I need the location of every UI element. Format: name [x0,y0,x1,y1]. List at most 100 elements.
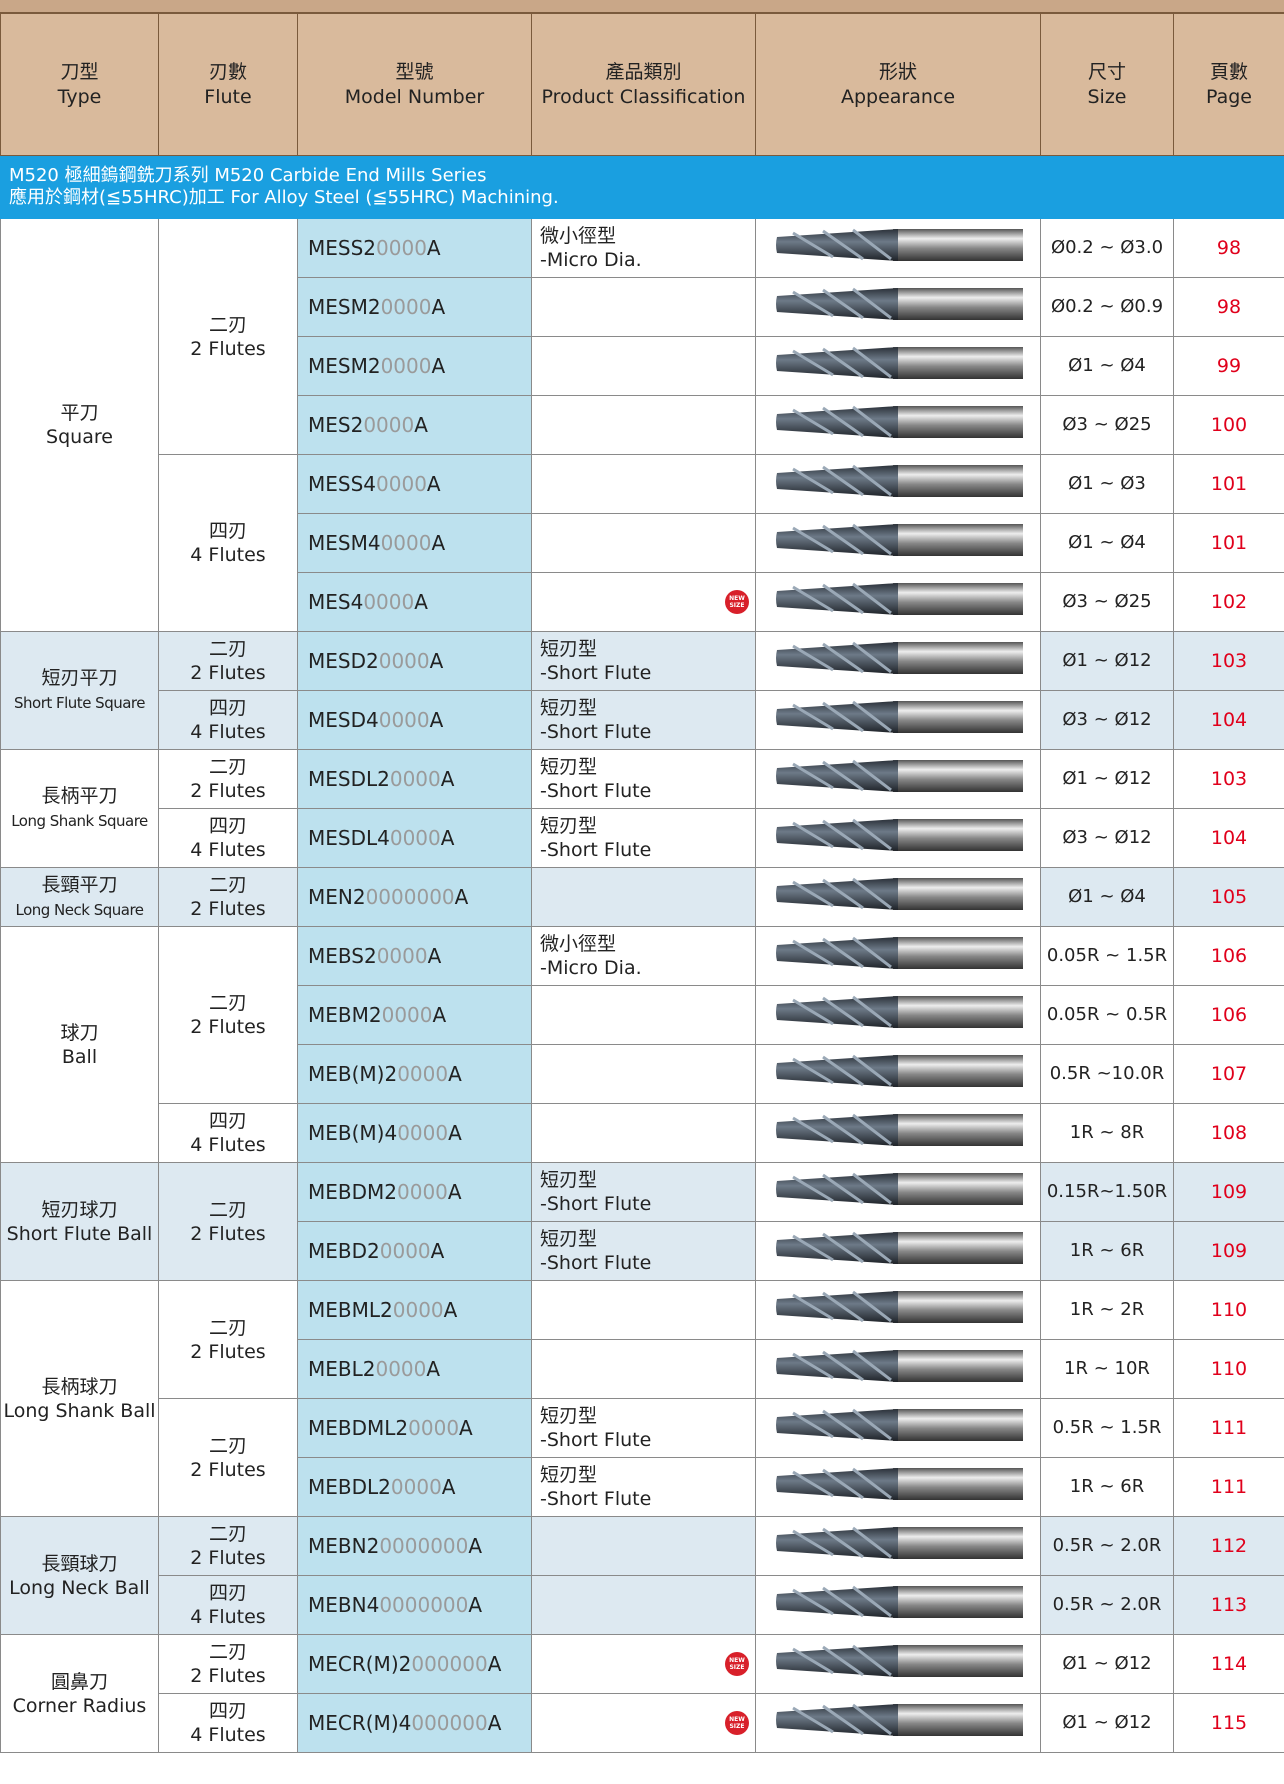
model-prefix: MECR(M)4 [308,1711,412,1735]
type-en: Short Flute Square [13,694,146,712]
band-line: M520 極細鎢鋼銑刀系列 M520 Carbide End Mills Ser… [9,165,487,186]
flute-en: 2 Flutes [190,780,266,802]
model-suffix: A [487,1711,502,1735]
type-cell: 長柄球刀 Long Shank Ball [0,1280,159,1517]
tool-image [776,1703,1023,1736]
header-zh: 尺寸 [1087,60,1126,83]
flute-zh: 二刃 [208,638,247,660]
product-row: MES20000A Ø3 ~ Ø25 100 [1,395,1284,455]
product-row: 球刀 Ball 二刃 2 Flutes MEBS20000A 微小徑型 -Micro Dia… [0,926,1284,1163]
page-cell: 106 [1173,926,1284,986]
new-size-badge: NEW SIZE [725,1711,749,1735]
appearance-cell [755,572,1041,632]
class-cell: 短刃型 -Short Flute [531,690,756,750]
appearance-cell [755,867,1041,927]
product-row: MESM20000A Ø0.2 ~ Ø0.9 98 [1,277,1284,337]
page-cell: 99 [1173,336,1284,396]
type-cell: 平刀 Square [0,218,159,632]
size-cell: 0.5R ~ 1.5R [1040,1398,1174,1458]
class-cell [531,1103,756,1163]
model-placeholder: 0000 [389,767,441,791]
flute-cell: 四刃 4 Flutes [158,1693,298,1753]
product-row: 四刃 4 Flutes MESDL40000A 短刃型 -Short Flute Ø3 ~… [1,808,1284,868]
flute-cell: 二刃 2 Flutes [158,1162,298,1281]
tool-image [776,1290,1023,1323]
size-cell: Ø1 ~ Ø12 [1040,1634,1174,1694]
model-prefix: MEBN4 [308,1593,380,1617]
page-cell: 110 [1173,1339,1284,1399]
header-cell: 形狀 Appearance [755,13,1041,156]
product-row: MEB(M)20000A 0.5R ~10.0R 107 [1,1044,1284,1104]
class-en: -Short Flute [540,662,652,684]
size-cell: Ø1 ~ Ø12 [1040,1693,1174,1753]
tool-image [776,936,1023,969]
model-placeholder: 0000 [363,590,415,614]
tool-image [776,818,1023,851]
appearance-cell [755,1339,1041,1399]
model-suffix: A [440,767,455,791]
model-suffix: A [448,1062,462,1086]
model-cell: MESM20000A [297,277,532,337]
flute-cell: 二刃 2 Flutes [158,749,298,809]
type-en: Long Neck Square [15,900,144,919]
type-zh: 短刃平刀 [41,667,118,689]
class-cell [531,1575,756,1635]
page-cell: 106 [1173,985,1284,1045]
flute-zh: 四刃 [208,697,247,719]
flute-cell: 二刃 2 Flutes [158,1516,298,1576]
model-prefix: MES2 [308,413,364,437]
class-en: -Short Flute [540,839,652,861]
product-row: MEBL20000A 1R ~ 10R 110 [1,1339,1284,1399]
type-zh: 長頸平刀 [41,873,118,896]
tool-image [776,1231,1023,1264]
model-suffix: A [440,826,455,850]
page-cell: 111 [1173,1457,1284,1517]
product-row: 四刃 4 Flutes MESS40000A Ø1 ~ Ø3 101 [1,454,1284,632]
model-prefix: MESS2 [308,236,377,260]
page-cell: 108 [1173,1103,1284,1163]
model-cell: MESDL20000A [297,749,532,809]
page-cell: 107 [1173,1044,1284,1104]
flute-en: 2 Flutes [190,898,266,920]
model-cell: MEBM20000A [297,985,532,1045]
page-cell: 98 [1173,277,1284,337]
model-suffix: A [487,1652,502,1676]
page-cell: 113 [1173,1575,1284,1635]
type-cell: 圓鼻刀 Corner Radius [0,1634,159,1753]
flute-cell: 二刃 2 Flutes [158,218,298,455]
class-cell [531,1280,756,1340]
type-cell: 長柄平刀 Long Shank Square [0,749,159,868]
type-en: Square [46,426,113,448]
class-zh: 微小徑型 [540,933,617,955]
flute-zh: 四刃 [208,1110,247,1132]
header-zh: 刃數 [208,60,247,83]
model-suffix: A [429,649,444,673]
model-placeholder: 0000000 [379,1534,469,1558]
model-cell: MESS40000A [297,454,532,514]
type-cell: 短刃球刀 Short Flute Ball [0,1162,159,1281]
class-zh: 短刃型 [540,1169,598,1191]
model-placeholder: 0000 [390,1475,442,1499]
product-row: 短刃平刀 Short Flute Square 二刃 2 Flutes MESD2000… [0,631,1284,750]
model-prefix: MESD4 [308,708,379,732]
size-cell: 1R ~ 8R [1040,1103,1174,1163]
type-zh: 長柄球刀 [41,1375,118,1398]
flute-en: 2 Flutes [190,1665,266,1687]
class-zh: 短刃型 [540,756,598,778]
product-row: 長柄球刀 Long Shank Ball 二刃 2 Flutes MEBML20000A… [0,1280,1284,1517]
model-prefix: MEB(M)2 [308,1062,398,1086]
appearance-cell [755,1575,1041,1635]
flute-cell: 四刃 4 Flutes [158,808,298,868]
type-en: Short Flute Ball [6,1222,153,1245]
model-placeholder: 0000 [379,1239,431,1263]
size-cell: 1R ~ 2R [1040,1280,1174,1340]
tool-image [776,1408,1023,1441]
type-zh: 長頸球刀 [41,1552,118,1575]
product-row: 四刃 4 Flutes MESD40000A 短刃型 -Short Flute Ø3 ~ … [1,690,1284,750]
flute-cell: 四刃 4 Flutes [158,454,298,632]
type-zh: 平刀 [60,402,99,424]
flute-zh: 二刃 [208,1198,247,1221]
model-prefix: MEBDML2 [308,1416,409,1440]
appearance-cell [755,454,1041,514]
